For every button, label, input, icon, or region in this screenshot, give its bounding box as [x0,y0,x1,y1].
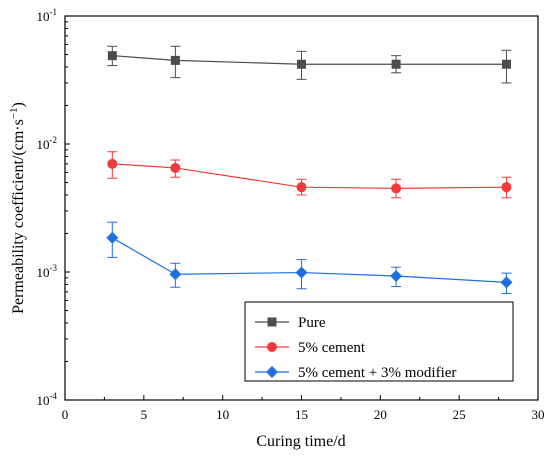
x-axis: 0 5 10 15 20 25 30 [62,395,545,422]
y-tick-label-base: 10 [37,393,50,408]
legend-marker [267,342,277,352]
y-tick-label: 10-4 [37,391,58,408]
legend-box [244,301,514,382]
series-3 [106,221,513,294]
data-point [297,59,306,69]
y-tick-label: 10-3 [37,263,58,280]
legend-marker [266,366,278,378]
legend-entry: Pure [255,315,326,331]
legend-entry: 5% cement + 3% modifier [255,365,456,381]
data-point [107,51,117,61]
x-tick-label: 30 [532,407,545,422]
series-2 [107,151,512,199]
y-tick-label-base: 10 [37,9,50,24]
x-tick-label: 0 [62,407,69,422]
x-tick-label: 5 [141,407,148,422]
data-point [170,55,180,65]
y-tick-label-exponent: -3 [50,263,58,273]
x-axis-title: Curing time/d [256,433,345,450]
y-axis-title-close: ) [10,102,27,107]
data-point [391,59,401,69]
data-point [390,270,403,283]
data-point [107,158,118,169]
y-tick-label-base: 10 [37,265,50,280]
x-tick-label: 20 [374,407,387,422]
legend-marker [267,317,277,327]
data-point [106,231,119,244]
data-point [295,266,308,279]
y-axis: 10-110-210-310-4 [37,7,70,408]
y-tick-label-exponent: -2 [50,135,58,145]
data-point [500,276,513,289]
plot-content [106,45,513,294]
legend-entry: 5% cement [255,340,366,356]
data-point [501,182,512,193]
y-axis-title: Permeability coefficient/(cm·s−1) [8,102,27,314]
legend-label: Pure [298,315,326,331]
y-tick-label: 10-1 [37,7,58,24]
data-point [501,59,511,69]
y-tick-label-exponent: -1 [50,7,58,17]
data-point [169,268,182,281]
y-axis-title-exponent: −1 [8,107,20,119]
legend: Pure 5% cement 5% cement + 3% modifier [244,301,514,382]
y-tick-label-base: 10 [37,137,50,152]
data-point [391,183,402,194]
y-tick-label: 10-2 [37,135,58,152]
data-point [170,162,181,173]
x-tick-label: 15 [295,407,308,422]
series-1 [107,45,512,84]
x-tick-label: 25 [453,407,466,422]
y-axis-title-main: Permeability coefficient/(cm·s [10,119,27,314]
x-tick-label: 10 [216,407,229,422]
legend-label: 5% cement + 3% modifier [298,365,456,381]
y-tick-label-exponent: -4 [50,391,58,401]
legend-label: 5% cement [298,340,366,356]
data-point [296,182,307,193]
